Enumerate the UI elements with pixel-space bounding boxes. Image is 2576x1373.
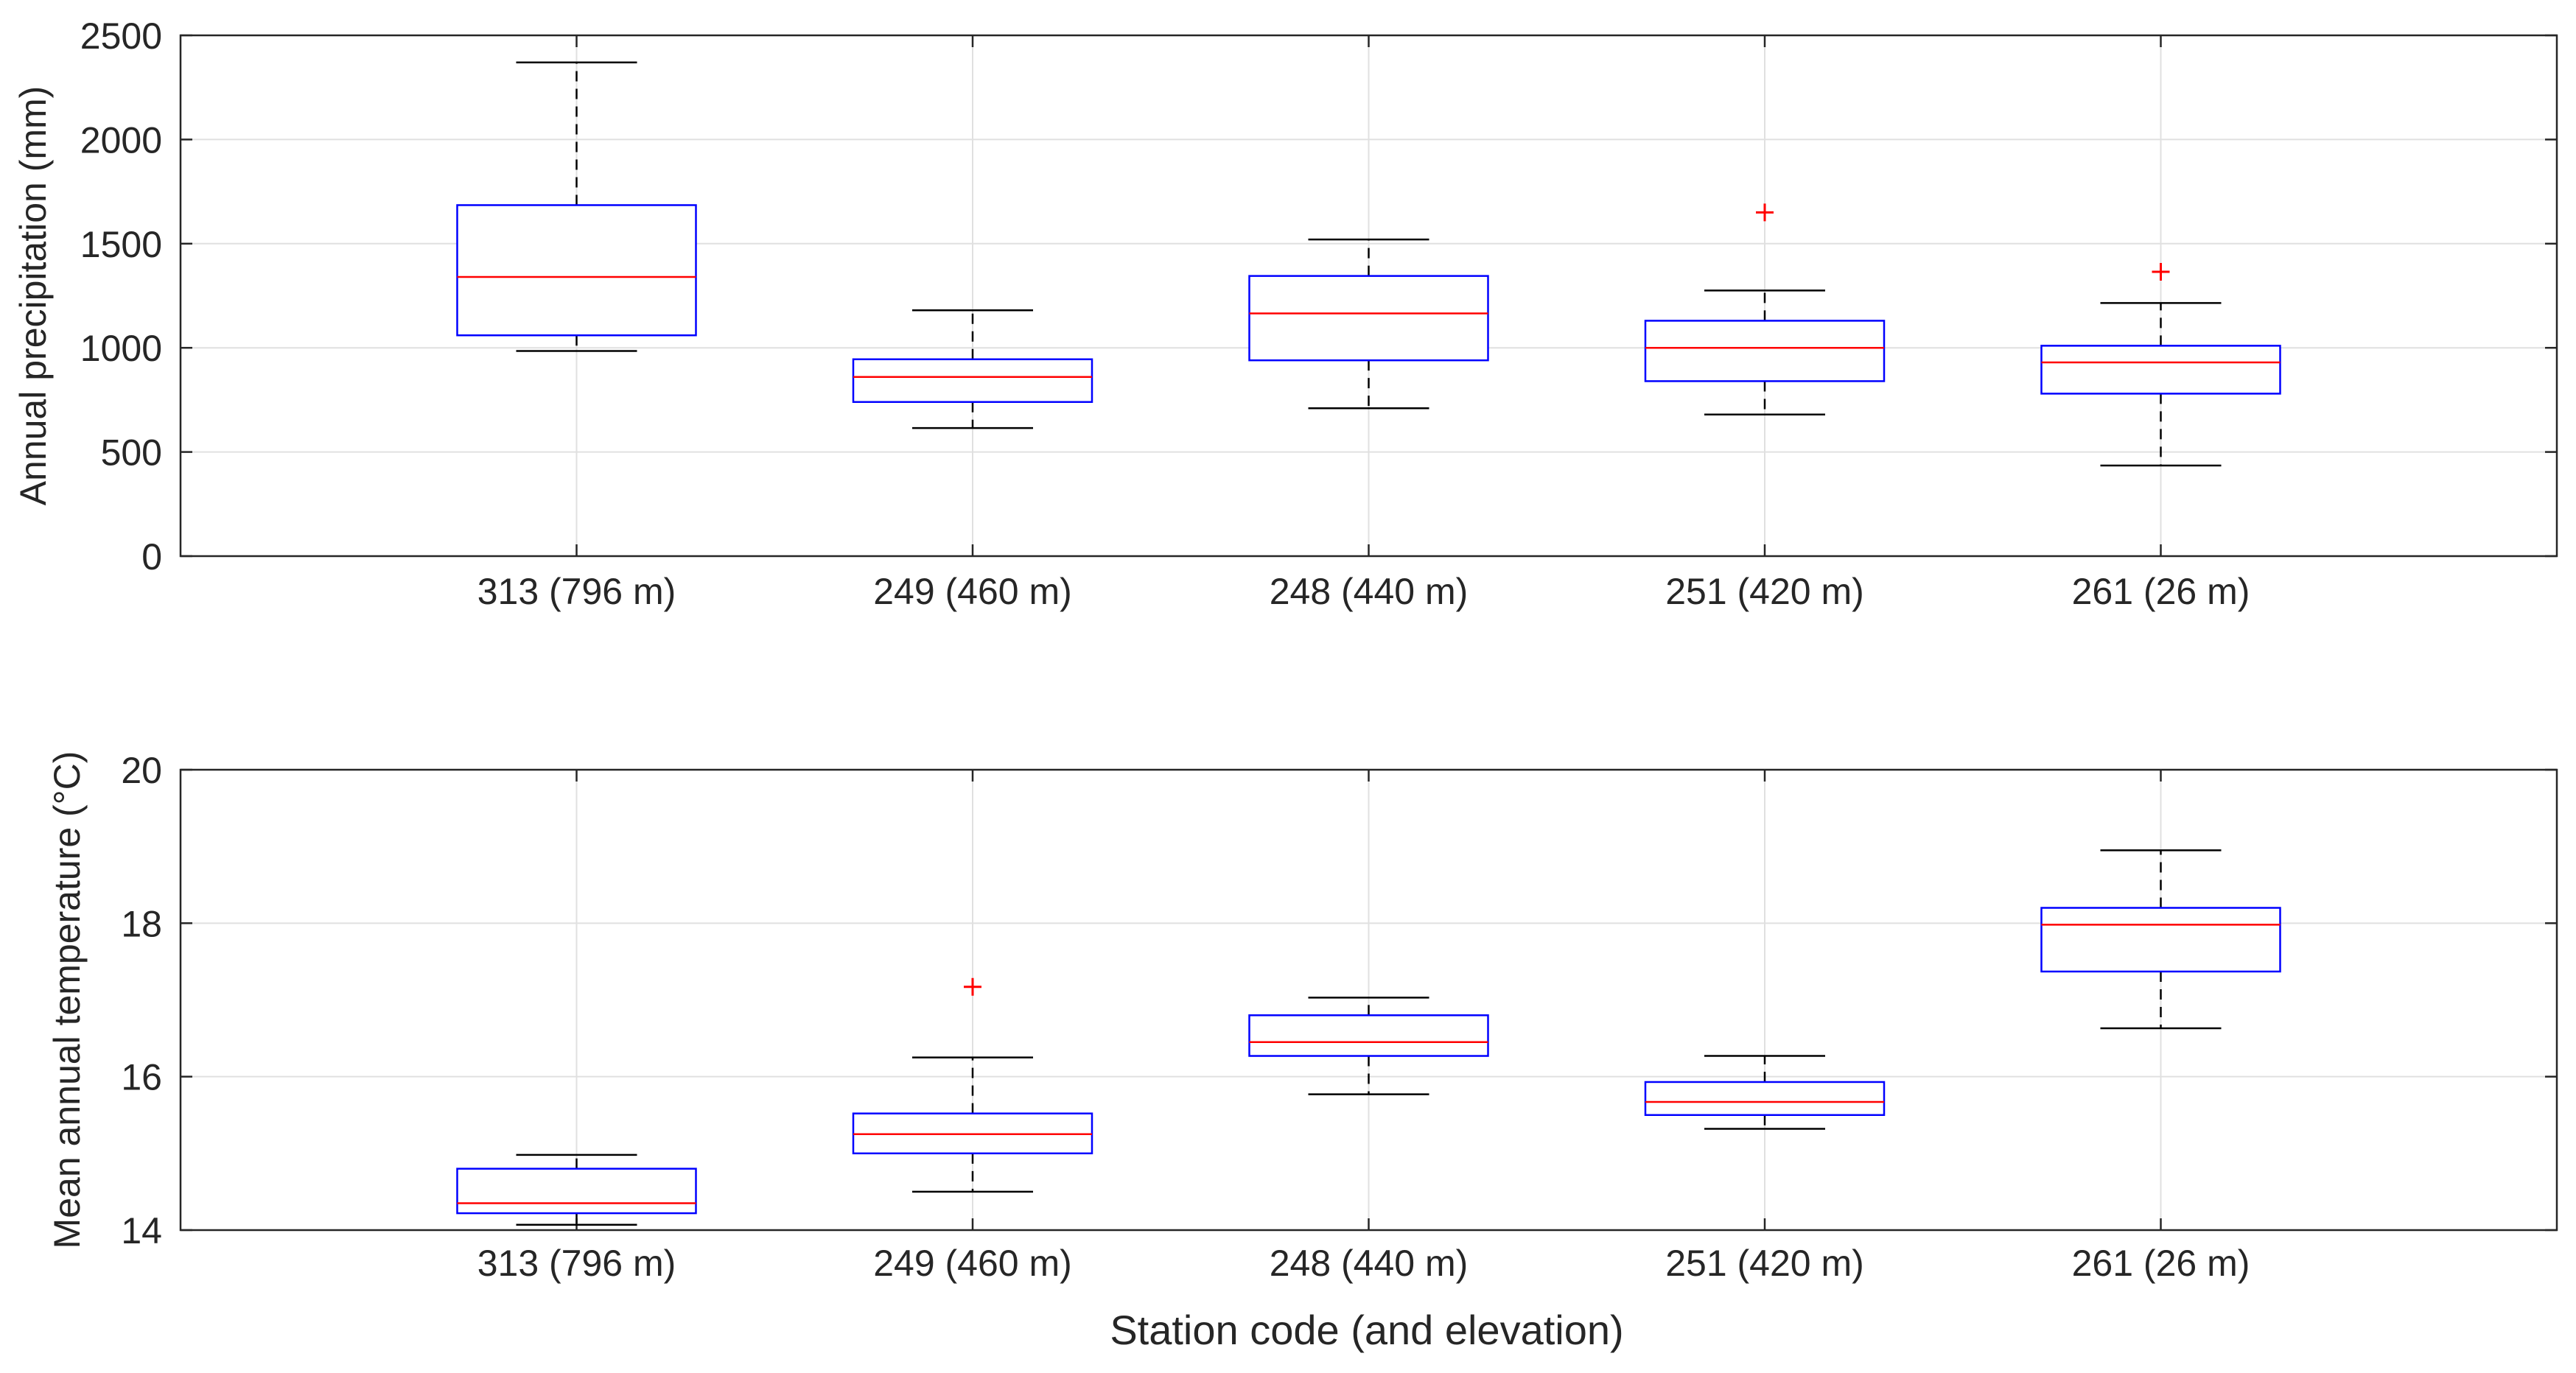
- y-tick-label: 500: [101, 432, 162, 474]
- iqr-box: [1248, 275, 1489, 362]
- y-axis-label: Mean annual temperature (°C): [46, 751, 88, 1249]
- x-tick-label: 261 (26 m): [2072, 1243, 2250, 1284]
- x-tick-label: 248 (440 m): [1270, 1243, 1469, 1284]
- y-axis-label: Annual precipitation (mm): [13, 86, 54, 506]
- outlier-marker: [964, 977, 981, 996]
- box-4: [1644, 1055, 1886, 1130]
- box-2: [852, 977, 1093, 1193]
- iqr-box: [2040, 345, 2281, 395]
- y-tick-label: 1000: [80, 328, 162, 369]
- iqr-box: [1248, 1014, 1489, 1057]
- outlier-marker: [2152, 262, 2170, 281]
- outlier-marker: [1756, 203, 1774, 222]
- y-tick-label: 2500: [80, 15, 162, 57]
- shared-x-axis-label: Station code (and elevation): [1110, 1307, 1623, 1353]
- x-tick-label: 248 (440 m): [1270, 571, 1469, 612]
- box-4: [1644, 203, 1886, 415]
- y-tick-label: 20: [121, 750, 162, 791]
- box-5: [2040, 262, 2281, 467]
- y-tick-label: 0: [141, 536, 162, 577]
- x-tick-label: 249 (460 m): [873, 1243, 1072, 1284]
- x-tick-label: 313 (796 m): [477, 1243, 676, 1284]
- y-tick-label: 1500: [80, 224, 162, 265]
- iqr-box: [456, 204, 697, 337]
- y-tick-label: 2000: [80, 119, 162, 161]
- x-tick-label: 251 (420 m): [1665, 1243, 1864, 1284]
- iqr-box: [852, 358, 1093, 403]
- y-tick-label: 14: [121, 1210, 162, 1251]
- box-3: [1248, 238, 1489, 410]
- x-tick-label: 313 (796 m): [477, 571, 676, 612]
- iqr-box: [1644, 320, 1886, 382]
- iqr-box: [2040, 907, 2281, 973]
- iqr-box: [1644, 1081, 1886, 1117]
- iqr-box: [456, 1167, 697, 1215]
- x-tick-label: 251 (420 m): [1665, 571, 1864, 612]
- box-1: [456, 1153, 697, 1226]
- box-1: [456, 61, 697, 352]
- precipitation-panel: 0 500 1000 1500 2000 2500 Annual precipitation…: [13, 15, 2558, 612]
- box-2: [852, 309, 1093, 429]
- box-5: [2040, 849, 2281, 1030]
- x-tick-label: 261 (26 m): [2072, 571, 2250, 612]
- box-3: [1248, 997, 1489, 1095]
- y-tick-label: 16: [121, 1057, 162, 1098]
- y-tick-label: 18: [121, 903, 162, 944]
- x-tick-label: 249 (460 m): [873, 571, 1072, 612]
- temperature-panel: 14 16 18 20 Mean annual temperature (°C) 313 …: [46, 750, 2558, 1284]
